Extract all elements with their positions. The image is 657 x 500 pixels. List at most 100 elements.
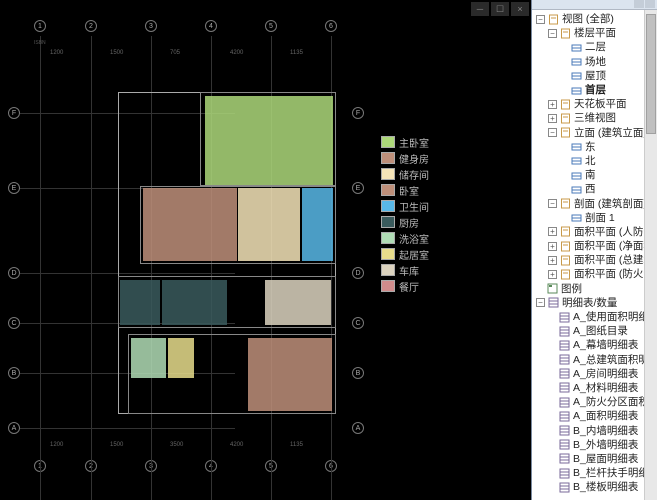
- tree-node[interactable]: +面积平面 (防火分区面积): [534, 267, 657, 281]
- scrollbar-thumb[interactable]: [646, 14, 656, 134]
- tree-node-label: 北: [585, 154, 596, 168]
- tree-node[interactable]: 场地: [534, 55, 657, 69]
- tree-node[interactable]: 北: [534, 154, 657, 168]
- tree-node[interactable]: −立面 (建筑立面): [534, 126, 657, 140]
- tree-node-label: A_幕墙明细表: [573, 338, 638, 352]
- tbl-icon: [559, 411, 570, 422]
- tree-node[interactable]: B_屋面明细表: [534, 452, 657, 466]
- tree-node[interactable]: 南: [534, 168, 657, 182]
- dimension-label: 1500: [110, 50, 123, 56]
- minimize-button[interactable]: ─: [471, 2, 489, 16]
- doc-icon: [560, 99, 571, 110]
- cad-viewport[interactable]: ─ ☐ × 112233445566 AABBCCDDEEFF 12001500…: [0, 0, 531, 500]
- expand-icon[interactable]: +: [548, 227, 557, 236]
- tree-node[interactable]: −明细表/数量: [534, 296, 657, 310]
- grid-bubble-row: C: [352, 317, 364, 329]
- tree-node[interactable]: 屋顶: [534, 69, 657, 83]
- tree-node[interactable]: A_防火分区面积明细表: [534, 395, 657, 409]
- expand-icon[interactable]: +: [548, 256, 557, 265]
- tree-node[interactable]: B_外墙明细表: [534, 438, 657, 452]
- expand-icon[interactable]: +: [548, 242, 557, 251]
- tbl-icon: [559, 425, 570, 436]
- tree-node-label: 二层: [585, 40, 606, 54]
- tbl-icon: [559, 326, 570, 337]
- floor-plan[interactable]: 112233445566 AABBCCDDEEFF 12001500705420…: [0, 18, 390, 500]
- tree-node[interactable]: 东: [534, 140, 657, 154]
- tree-node[interactable]: +面积平面 (总建筑面积): [534, 253, 657, 267]
- tree-node[interactable]: B_内墙明细表: [534, 423, 657, 437]
- tree-node-label: A_图纸目录: [573, 324, 628, 338]
- tree-node[interactable]: 图例: [534, 282, 657, 296]
- dimension-label: 4200: [230, 50, 243, 56]
- close-button[interactable]: ×: [511, 2, 529, 16]
- panel-button-icon[interactable]: [645, 0, 655, 8]
- dimension-label: 1500: [110, 442, 123, 448]
- legend-swatch: [381, 152, 395, 164]
- tree-node[interactable]: B_栏杆扶手明细表: [534, 466, 657, 480]
- tree-node[interactable]: A_材料明细表: [534, 381, 657, 395]
- expand-icon[interactable]: +: [548, 100, 557, 109]
- collapse-icon[interactable]: −: [548, 199, 557, 208]
- tree-node-label: B_楼板明细表: [573, 480, 638, 494]
- tree-node[interactable]: A_图纸目录: [534, 324, 657, 338]
- tree-node[interactable]: A_面积明细表（人防面积）: [534, 409, 657, 423]
- maximize-button[interactable]: ☐: [491, 2, 509, 16]
- tree-node[interactable]: 二层: [534, 40, 657, 54]
- legend-label: 卫生间: [399, 199, 429, 214]
- legend-row: 卧室: [381, 183, 429, 197]
- vertical-scrollbar[interactable]: [644, 10, 657, 500]
- legend-row: 餐厅: [381, 279, 429, 293]
- tree-view[interactable]: −视图 (全部)−楼层平面二层场地屋顶首层+天花板平面+三维视图−立面 (建筑立…: [532, 10, 657, 496]
- grid-bubble-row: C: [8, 317, 20, 329]
- collapse-icon[interactable]: −: [548, 29, 557, 38]
- legend-label: 卧室: [399, 183, 419, 198]
- grid-bubble-col: 1: [34, 20, 46, 32]
- grid-bubble-row: B: [8, 367, 20, 379]
- legend-row: 洗浴室: [381, 231, 429, 245]
- tree-node[interactable]: A_幕墙明细表: [534, 338, 657, 352]
- tree-node[interactable]: A_总建筑面积明细表: [534, 353, 657, 367]
- legend-swatch: [381, 168, 395, 180]
- dimension-label: 1135: [290, 50, 303, 56]
- tbl-icon: [559, 468, 570, 479]
- tree-node-label: 南: [585, 168, 596, 182]
- legend: 主卧室健身房储存间卧室卫生间厨房洗浴室起居室车库餐厅: [381, 135, 429, 293]
- collapse-icon[interactable]: −: [548, 128, 557, 137]
- tree-node[interactable]: 首层: [534, 83, 657, 97]
- tree-node[interactable]: A_房间明细表: [534, 367, 657, 381]
- panel-header: [532, 0, 657, 10]
- doc-icon: [560, 113, 571, 124]
- collapse-icon[interactable]: −: [536, 298, 545, 307]
- tree-node[interactable]: 剖面 1: [534, 211, 657, 225]
- panel-button-icon[interactable]: [634, 0, 644, 8]
- collapse-icon[interactable]: −: [536, 15, 545, 24]
- expand-icon[interactable]: +: [548, 270, 557, 279]
- grid-bubble-row: E: [8, 182, 20, 194]
- dimension-label: 3500: [170, 442, 183, 448]
- tree-node-label: A_材料明细表: [573, 381, 638, 395]
- legend-swatch: [381, 232, 395, 244]
- legend-row: 储存间: [381, 167, 429, 181]
- window-controls: ─ ☐ ×: [469, 0, 531, 18]
- tbl-icon: [559, 368, 570, 379]
- tree-node[interactable]: +面积平面 (人防分区面积): [534, 225, 657, 239]
- tree-node[interactable]: B_楼板明细表: [534, 480, 657, 494]
- legend-swatch: [381, 200, 395, 212]
- tbl-icon: [559, 382, 570, 393]
- tbl-icon: [559, 439, 570, 450]
- legend-row: 厨房: [381, 215, 429, 229]
- tree-node[interactable]: −楼层平面: [534, 26, 657, 40]
- tree-node[interactable]: 西: [534, 182, 657, 196]
- expand-icon[interactable]: +: [548, 114, 557, 123]
- tree-node-label: A_房间明细表: [573, 367, 638, 381]
- tree-node[interactable]: +天花板平面: [534, 97, 657, 111]
- tree-node[interactable]: A_使用面积明细表: [534, 310, 657, 324]
- tree-node[interactable]: +三维视图: [534, 111, 657, 125]
- legend-swatch: [381, 136, 395, 148]
- tree-node-label: B_内墙明细表: [573, 424, 638, 438]
- tree-node[interactable]: +面积平面 (净面积): [534, 239, 657, 253]
- tree-node[interactable]: −视图 (全部): [534, 12, 657, 26]
- legend-label: 起居室: [399, 247, 429, 262]
- tree-node[interactable]: −剖面 (建筑剖面): [534, 196, 657, 210]
- tree-node-label: 场地: [585, 55, 606, 69]
